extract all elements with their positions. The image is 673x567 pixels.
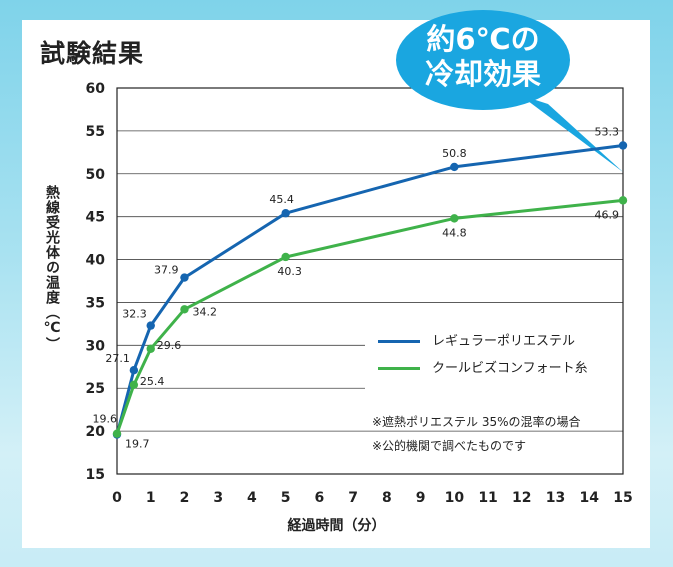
data-label: 19.6 — [93, 413, 118, 426]
note-2: ※公的機関で調べたものです — [372, 439, 527, 453]
y-tick-label: 25 — [86, 381, 105, 397]
series-line — [115, 144, 624, 435]
x-tick-label: 15 — [613, 490, 632, 506]
data-label: 29.6 — [157, 339, 182, 352]
legend-swatch-blue — [378, 340, 420, 343]
data-point — [112, 429, 122, 438]
x-tick-label: 14 — [580, 490, 600, 506]
data-point — [450, 162, 459, 172]
legend-label-cool: クールビズコンフォート糸 — [432, 361, 588, 376]
data-label: 37.9 — [154, 264, 179, 277]
x-tick-label: 12 — [512, 490, 531, 506]
data-label: 50.8 — [442, 147, 467, 160]
x-tick-label: 2 — [180, 490, 190, 506]
x-tick-label: 11 — [478, 490, 497, 506]
y-axis-label: 熱線受光体の温度（℃） — [44, 185, 60, 352]
data-point — [281, 252, 290, 262]
data-point — [146, 344, 155, 353]
y-tick-label: 40 — [86, 253, 106, 269]
legend-swatch-green — [378, 367, 420, 370]
data-label: 45.4 — [269, 193, 294, 206]
y-tick-label: 35 — [86, 295, 105, 311]
y-tick-label: 50 — [86, 167, 106, 183]
data-point — [146, 321, 155, 330]
x-tick-label: 0 — [112, 490, 122, 506]
data-point — [450, 214, 459, 223]
data-label: 27.1 — [105, 352, 130, 365]
x-tick-label: 7 — [348, 490, 358, 506]
y-tick-label: 60 — [86, 81, 106, 97]
legend-item-cool: クールビズコンフォート糸 — [378, 357, 588, 376]
data-point — [618, 141, 628, 150]
y-tick-label: 55 — [86, 124, 105, 140]
x-tick-label: 13 — [546, 490, 565, 506]
y-tick-label: 30 — [86, 338, 106, 354]
data-label: 46.9 — [595, 208, 620, 221]
x-tick-label: 5 — [281, 490, 291, 506]
x-tick-label: 8 — [382, 490, 392, 506]
note-1: ※遮熱ポリエステル 35%の混率の場合 — [372, 415, 581, 429]
x-axis-label: 経過時間（分） — [287, 518, 386, 534]
cooling-effect-callout: 約6℃の 冷却効果 — [398, 22, 568, 92]
data-point — [129, 366, 139, 375]
data-point — [180, 273, 189, 282]
y-tick-label: 45 — [86, 210, 105, 226]
plot-frame — [116, 87, 624, 475]
data-point — [281, 209, 290, 218]
data-label: 40.3 — [277, 265, 302, 278]
legend-item-regular: レギュラーポリエステル — [378, 330, 575, 349]
data-point — [618, 196, 628, 205]
x-tick-label: 9 — [416, 490, 426, 506]
data-label: 53.3 — [595, 125, 620, 138]
data-point — [180, 305, 189, 314]
grid — [117, 130, 623, 432]
x-tick-label: 10 — [445, 490, 465, 506]
x-tick-label: 3 — [213, 490, 223, 506]
x-tick-label: 6 — [315, 490, 325, 506]
data-label: 32.3 — [122, 308, 147, 321]
data-label: 34.2 — [192, 305, 217, 318]
page-title: 試験結果 — [40, 39, 145, 68]
bubble-body — [396, 10, 570, 110]
series-group: 19.6 27.1 32.3 37.9 45.4 50.8 53.3 19.7 25.4 29.6… — [93, 125, 628, 451]
callout-line-2: 冷却効果 — [424, 57, 541, 91]
bubble-tail — [520, 95, 623, 172]
x-tick-label: 4 — [247, 490, 257, 506]
data-label: 25.4 — [140, 375, 165, 388]
y-tick-label: 15 — [86, 467, 105, 483]
data-label: 19.7 — [125, 438, 150, 451]
cooling-bubble — [396, 10, 623, 172]
data-label: 44.8 — [442, 226, 467, 239]
data-point — [129, 380, 139, 389]
callout-line-1: 約6℃の — [426, 22, 540, 56]
legend-label-regular: レギュラーポリエステル — [432, 334, 576, 349]
x-tick-label: 1 — [146, 490, 156, 506]
y-tick-label: 20 — [86, 424, 106, 440]
